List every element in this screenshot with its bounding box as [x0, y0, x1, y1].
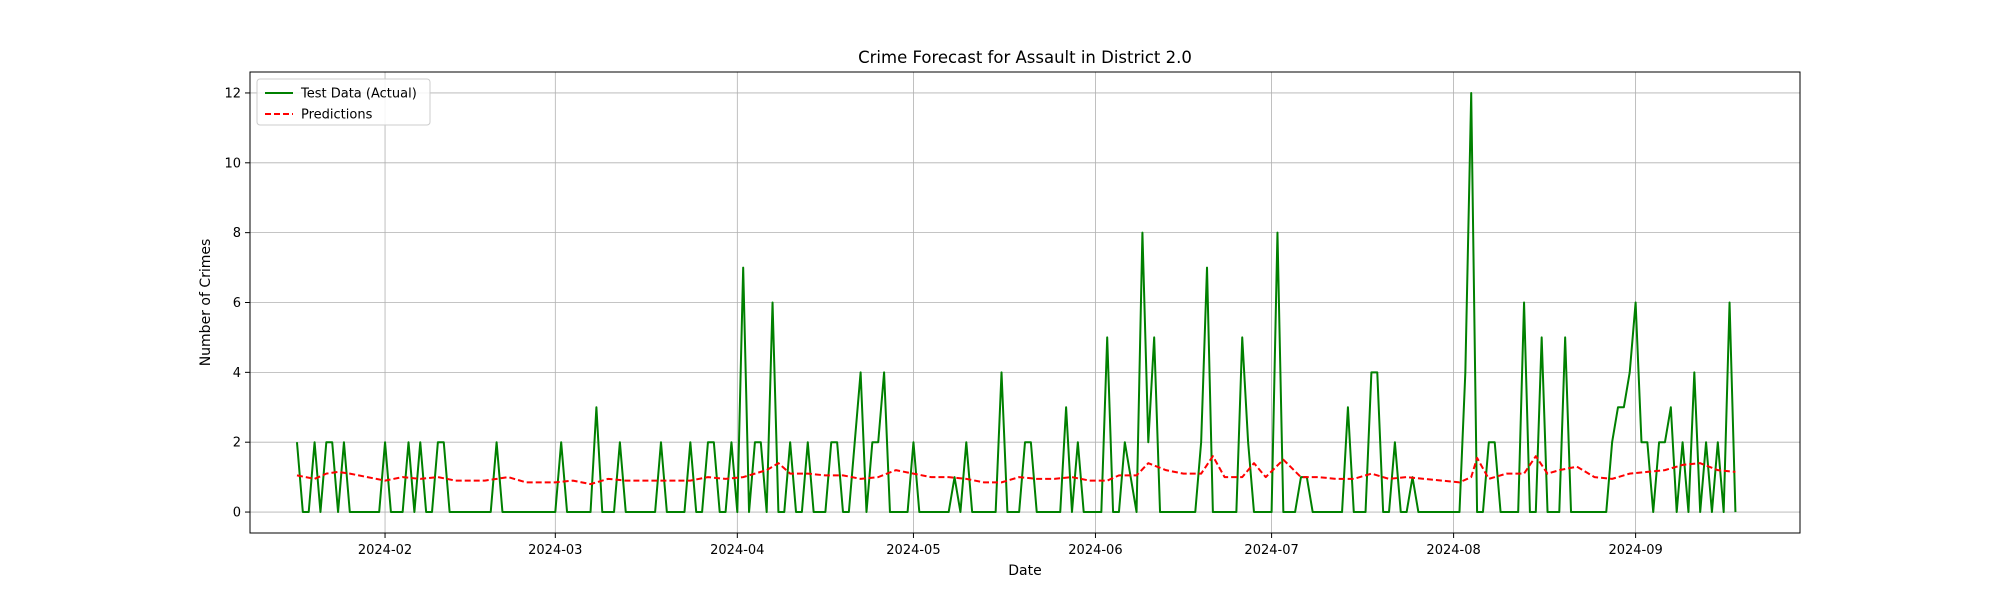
- series-line-predictions: [296, 455, 1736, 486]
- x-tick-label: 2024-07: [1244, 543, 1298, 558]
- legend: Test Data (Actual) Predictions: [256, 78, 431, 126]
- y-tick-label: 12: [224, 86, 241, 101]
- y-tick-label: 10: [224, 156, 241, 171]
- x-tick-label: 2024-09: [1608, 543, 1662, 558]
- legend-label: Test Data (Actual): [300, 87, 417, 102]
- x-tick-label: 2024-02: [358, 543, 412, 558]
- x-tick-label: 2024-05: [886, 543, 940, 558]
- y-tick-label: 6: [233, 296, 241, 311]
- chart-title: Crime Forecast for Assault in District 2…: [858, 48, 1192, 67]
- legend-label: Predictions: [301, 108, 373, 123]
- y-tick-label: 8: [233, 226, 241, 241]
- y-tick-label: 0: [233, 506, 241, 521]
- series-line-actual: [295, 91, 1737, 514]
- x-tick-label: 2024-06: [1068, 543, 1122, 558]
- y-tick-label: 4: [233, 366, 241, 381]
- legend-box: [256, 78, 431, 126]
- y-tick-label: 2: [233, 436, 241, 451]
- y-axis-label: Number of Crimes: [198, 239, 214, 367]
- axis-ticks: 2024-02 2024-03 2024-04 2024-05 2024-06 2024-…: [224, 86, 1662, 558]
- x-tick-label: 2024-04: [710, 543, 764, 558]
- x-tick-label: 2024-03: [528, 543, 582, 558]
- x-tick-label: 2024-08: [1426, 543, 1480, 558]
- x-axis-label: Date: [1008, 563, 1041, 579]
- series-layer: [295, 91, 1737, 514]
